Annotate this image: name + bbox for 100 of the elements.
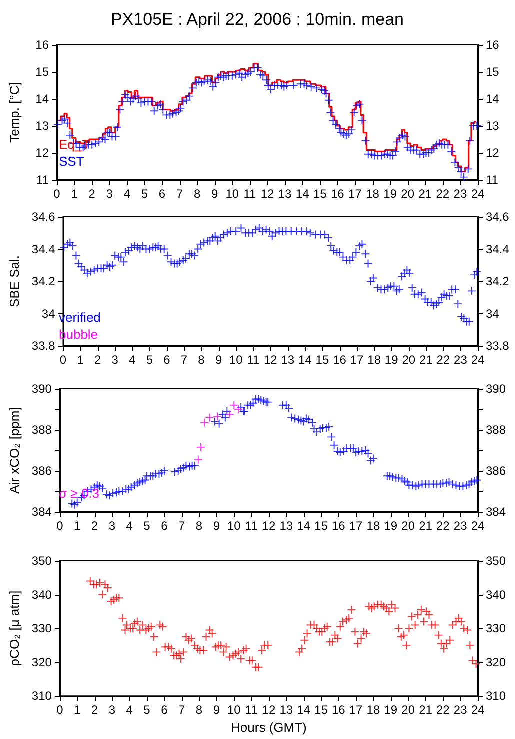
x-tick-label: 1	[71, 187, 78, 201]
x-tick-label: 14	[297, 703, 311, 718]
x-tick-label: 10	[227, 703, 242, 718]
y2-tick-label: 34.6	[486, 210, 510, 224]
y2-tick-label: 310	[486, 689, 506, 704]
y2-tick-label: 320	[486, 655, 506, 670]
x-tick-label: 0	[56, 519, 64, 533]
point	[230, 401, 238, 410]
y2-tick-label: 384	[486, 505, 506, 519]
x-tick-label: 2	[91, 703, 98, 718]
y2-tick-label: 12	[486, 146, 500, 160]
y-tick-label: 384	[32, 505, 52, 519]
x-tick-label: 9	[215, 353, 222, 367]
y2-tick-label: 34.4	[486, 242, 510, 256]
y2-tick-label: 33.8	[486, 339, 510, 353]
x-tick-label: 17	[350, 353, 364, 367]
y-tick-label: 13	[36, 119, 50, 133]
y-tick-label: 34.6	[32, 210, 56, 224]
x-tick-label: 2	[91, 519, 98, 533]
y2-tick-label: 340	[486, 588, 506, 602]
x-tick-label: 24	[471, 519, 485, 533]
x-tick-label: 24	[471, 353, 485, 367]
x-tick-label: 17	[348, 187, 362, 201]
x-tick-label: 3	[106, 187, 114, 201]
x-tick-label: 6	[161, 519, 168, 533]
y-tick-label: 33.8	[32, 339, 56, 353]
x-tick-label: 20	[402, 353, 416, 367]
y-axis-title: Air xCO₂ [ppm]	[7, 407, 22, 494]
x-tick-label: 16	[332, 519, 346, 533]
point	[200, 418, 209, 427]
y-axis-title: ρCO₂ [μ atm]	[7, 590, 22, 666]
x-tick-label: 14	[297, 519, 311, 533]
y-tick-label: 34	[42, 306, 56, 321]
point	[194, 456, 202, 464]
x-tick-label: 3	[108, 703, 116, 718]
x-tick-label: 22	[436, 519, 450, 533]
x-tick-label: 1	[77, 353, 84, 367]
y-tick-label: 16	[36, 38, 50, 52]
x-axis-title: Hours (GMT)	[231, 720, 307, 735]
series-label: SST	[59, 154, 84, 169]
x-tick-label: 23	[454, 703, 468, 718]
y-tick-label: 320	[32, 655, 52, 670]
x-tick-label: 4	[126, 519, 134, 533]
y2-tick-label: 388	[486, 423, 506, 437]
point	[214, 412, 222, 421]
y2-tick-label: 13	[486, 119, 500, 133]
y-tick-label: 386	[32, 464, 52, 478]
x-tick-label: 11	[245, 519, 258, 533]
x-tick-label: 19	[384, 353, 399, 367]
x-tick-label: 5	[144, 519, 151, 533]
y2-tick-label: 330	[486, 622, 506, 636]
x-tick-label: 8	[198, 353, 206, 367]
x-tick-label: 12	[260, 187, 274, 201]
x-tick-label: 22	[436, 187, 450, 201]
y2-tick-label: 34.2	[486, 274, 510, 288]
x-tick-label: 14	[296, 187, 310, 201]
y-tick-label: 34.4	[32, 242, 56, 256]
x-tick-label: 16	[333, 353, 347, 367]
x-tick-label: 22	[436, 353, 450, 367]
x-tick-label: 7	[176, 187, 184, 201]
y2-tick-label: 15	[486, 65, 500, 79]
x-tick-label: 12	[264, 353, 278, 367]
y-tick-label: 14	[36, 92, 50, 106]
y-tick-label: 11	[36, 173, 50, 187]
x-tick-label: 8	[196, 519, 203, 533]
x-tick-label: 6	[161, 703, 168, 718]
x-tick-label: 23	[454, 353, 468, 367]
x-tick-label: 21	[418, 187, 432, 201]
chart-title: PX105E : April 22, 2006 : 10min. mean	[111, 10, 404, 29]
x-tick-label: 3	[108, 519, 116, 533]
x-tick-label: 0	[56, 703, 64, 718]
x-tick-label: 10	[226, 187, 240, 201]
x-tick-label: 13	[281, 353, 295, 367]
x-tick-label: 8	[194, 187, 201, 201]
x-tick-label: 15	[313, 187, 328, 201]
y-tick-label: 34.2	[32, 274, 56, 288]
x-tick-label: 15	[314, 703, 328, 718]
x-tick-label: 5	[146, 353, 154, 367]
x-tick-label: 12	[262, 519, 276, 533]
x-tick-label: 23	[454, 519, 468, 533]
x-tick-label: 0	[54, 187, 61, 201]
x-tick-label: 21	[419, 519, 433, 533]
x-tick-label: 19	[384, 703, 398, 718]
x-tick-label: 0	[60, 353, 67, 367]
x-tick-label: 20	[402, 703, 416, 718]
x-tick-label: 16	[332, 703, 346, 718]
y2-tick-label: 350	[486, 554, 506, 568]
x-tick-label: 12	[262, 703, 276, 718]
y2-tick-label: 386	[486, 464, 506, 478]
x-tick-label: 17	[349, 519, 364, 533]
y-tick-label: 12	[36, 146, 50, 160]
x-tick-label: 11	[247, 353, 260, 367]
x-tick-label: 13	[280, 519, 294, 533]
point	[234, 406, 242, 414]
x-tick-label: 17	[349, 703, 364, 718]
y-axis-title: Temp. [°C]	[7, 82, 22, 143]
x-tick-label: 11	[245, 703, 258, 718]
x-tick-label: 4	[124, 187, 131, 201]
x-tick-label: 7	[178, 519, 186, 533]
x-tick-label: 14	[298, 353, 312, 367]
